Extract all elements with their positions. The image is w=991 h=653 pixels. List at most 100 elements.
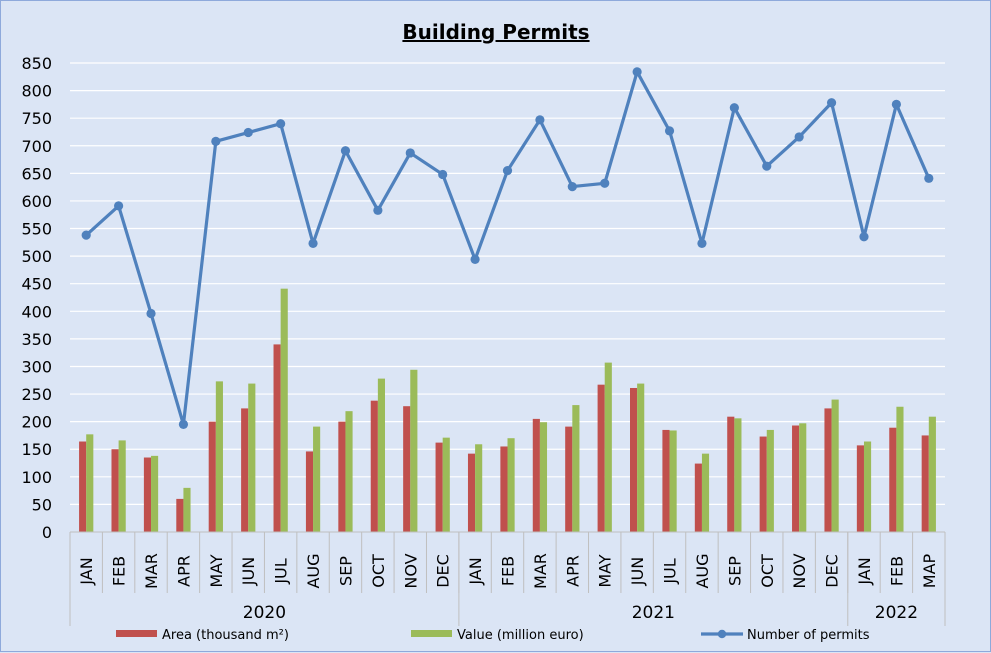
bar — [734, 418, 742, 532]
chart-title: Building Permits — [402, 20, 589, 44]
bar — [241, 408, 249, 532]
bar — [403, 406, 411, 532]
legend-marker — [717, 629, 727, 639]
line-point — [632, 67, 642, 77]
x-tick-label: MAP — [920, 553, 939, 588]
x-tick-label: JUN — [239, 557, 258, 586]
x-tick-label: APR — [174, 555, 193, 587]
x-tick-label: FEB — [499, 556, 518, 586]
line-point — [502, 165, 513, 176]
x-tick-label: JUN — [628, 557, 647, 586]
bar — [597, 384, 605, 532]
x-tick-label: OCT — [758, 554, 777, 588]
y-tick-label: 250 — [21, 385, 52, 404]
y-tick-label: 850 — [21, 54, 52, 73]
legend: Area (thousand m²) Value (million euro) Nu… — [116, 628, 870, 643]
bar — [248, 383, 256, 532]
bar — [273, 344, 281, 532]
bar — [442, 437, 450, 532]
line-point — [697, 238, 707, 249]
x-tick-label: APR — [563, 555, 582, 587]
x-tick-label: FEB — [887, 556, 906, 586]
x-tick-label: MAR — [142, 553, 161, 589]
line-point — [600, 178, 610, 188]
bar — [370, 400, 378, 532]
line-point — [826, 98, 837, 108]
bar — [863, 441, 872, 532]
bar — [176, 498, 184, 532]
axes: 0 50 100 150 200 250 300 350 400 450 500 550 600 650 7… — [21, 54, 946, 626]
x-tick-label: JUL — [272, 558, 291, 584]
line-point — [373, 205, 383, 215]
y-tick-label: 600 — [21, 192, 52, 211]
bar — [435, 442, 443, 532]
x-tick-label: OCT — [369, 554, 388, 588]
y-tick-label: 0 — [42, 523, 52, 542]
bar — [183, 487, 191, 532]
group-label: 2022 — [875, 603, 918, 623]
y-tick-label: 300 — [21, 357, 52, 376]
bar — [539, 422, 548, 532]
y-tick-label: 50 — [32, 495, 52, 514]
y-tick-label: 100 — [21, 468, 52, 487]
bar — [410, 369, 418, 532]
y-tick-label: 650 — [21, 164, 52, 183]
bar — [345, 411, 353, 532]
bar — [467, 453, 476, 532]
line-point — [924, 173, 934, 183]
line-point — [729, 103, 739, 113]
y-tick-label: 150 — [21, 440, 52, 459]
x-tick-label: AUG — [693, 553, 712, 588]
line-point — [308, 238, 318, 249]
line-point — [567, 181, 577, 192]
bar — [694, 463, 702, 532]
bar — [338, 421, 346, 532]
group-label: 2020 — [243, 603, 286, 623]
x-tick-label: FEB — [110, 556, 129, 586]
bar — [792, 425, 800, 532]
x-tick-label: DEC — [434, 554, 453, 588]
group-label: 2021 — [632, 603, 675, 623]
line-point — [438, 169, 448, 180]
line-point — [276, 119, 286, 129]
bar — [856, 445, 864, 532]
bar — [637, 383, 645, 532]
bar — [669, 430, 677, 532]
permits-line — [81, 67, 934, 430]
y-tick-label: 700 — [21, 137, 52, 156]
bar — [118, 440, 126, 532]
bars — [79, 288, 936, 532]
bar — [475, 444, 483, 532]
x-tick-label: JAN — [855, 557, 874, 585]
x-tick-label: SEP — [336, 556, 355, 586]
bar — [313, 426, 321, 532]
y-tick-label: 750 — [21, 109, 52, 128]
bar — [507, 438, 515, 532]
line-point — [405, 148, 415, 158]
x-tick-label: AUG — [304, 553, 323, 588]
line-point — [114, 201, 124, 211]
x-tick-label: MAY — [596, 554, 615, 588]
x-tick-label: MAY — [207, 554, 226, 588]
bar — [111, 449, 119, 532]
x-tick-label: JUL — [661, 558, 680, 584]
x-tick-label: NOV — [401, 553, 420, 588]
legend-label: Number of permits — [747, 628, 870, 643]
bar — [799, 423, 807, 532]
line-point — [470, 254, 480, 265]
bar — [572, 405, 580, 532]
bar — [305, 451, 314, 532]
bar — [79, 441, 87, 532]
bar — [727, 416, 735, 532]
bar — [500, 446, 508, 532]
line-point — [81, 230, 91, 240]
legend-label: Value (million euro) — [457, 628, 584, 643]
line-point — [211, 136, 221, 146]
line-point — [146, 308, 156, 319]
x-tick-label: NOV — [790, 553, 809, 588]
bar — [377, 378, 385, 532]
y-tick-label: 500 — [21, 247, 52, 266]
y-tick-label: 350 — [21, 330, 52, 349]
x-tick-label: JAN — [77, 557, 96, 585]
